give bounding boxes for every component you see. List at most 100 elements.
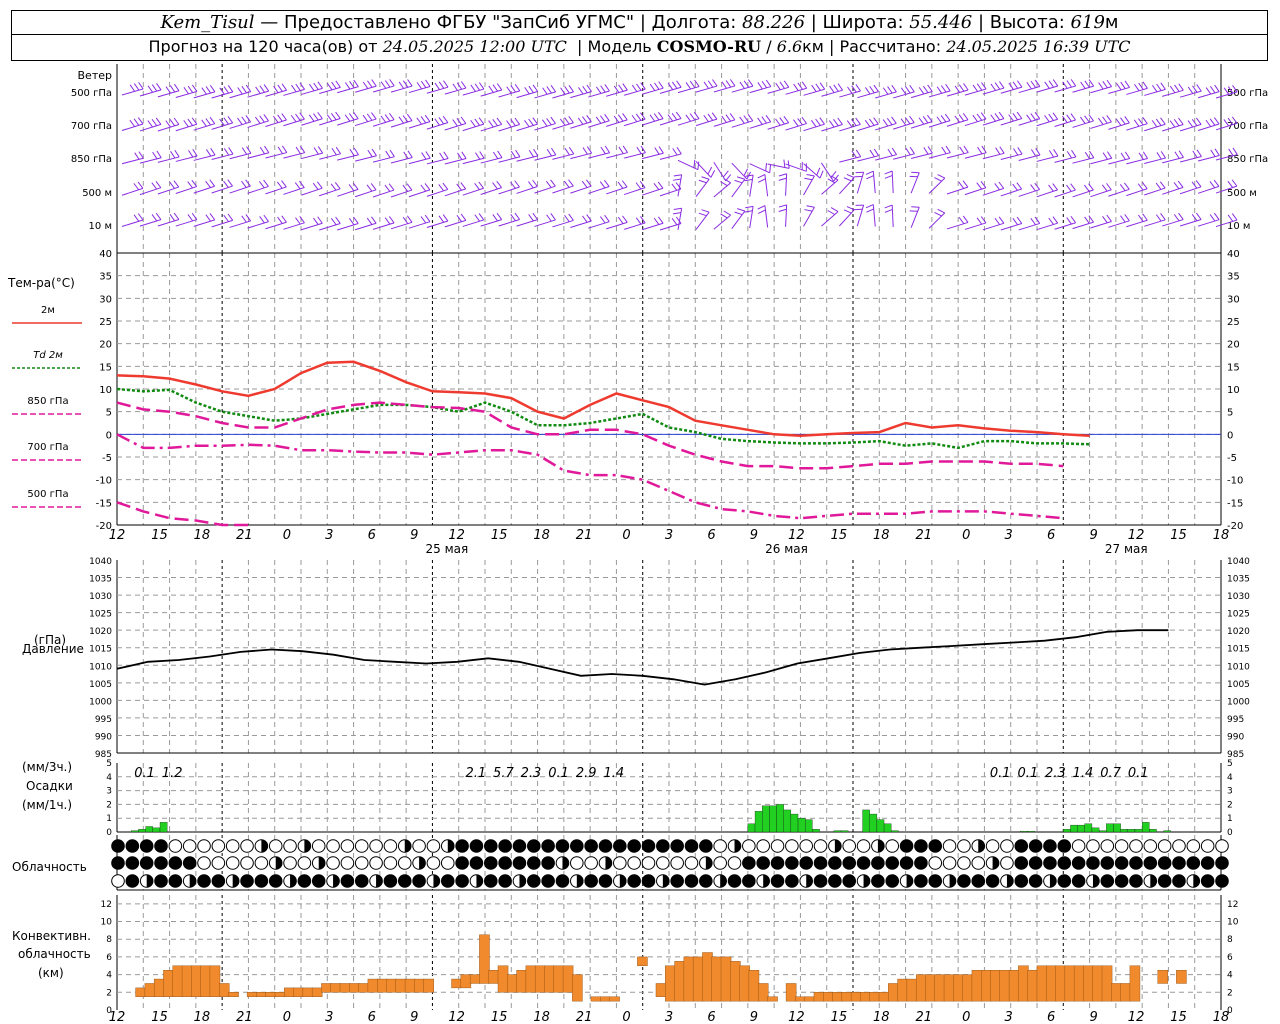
wind-barb-feather (745, 174, 754, 177)
wind-barb-feather (380, 81, 387, 89)
cloud-symbol-half (376, 874, 383, 888)
wind-barb-feather (1017, 147, 1023, 155)
wind-barb-feather (830, 207, 839, 213)
wind-barb-feather (1115, 118, 1122, 126)
wind-barb (1036, 118, 1058, 127)
cloud-symbol-half (261, 839, 268, 853)
conv-bar (600, 996, 611, 1002)
wind-barb (552, 122, 574, 130)
wind-barb-feather (994, 183, 1000, 191)
conv-bar (841, 992, 853, 1002)
wind-barb (695, 178, 710, 198)
wind-barb (872, 171, 876, 194)
wind-barb-feather (205, 149, 212, 157)
cloud-symbol-half (304, 839, 311, 853)
wind-barb-feather (1052, 183, 1058, 191)
wind-barb-feather (990, 83, 996, 91)
wind-barb-feather (402, 216, 409, 224)
cloud-symbol (369, 856, 383, 870)
cloud-symbol (742, 839, 756, 853)
wind-barb-feather (1052, 216, 1059, 224)
wind-barb-feather (223, 117, 229, 125)
wind-barb-feather (335, 80, 341, 88)
hour-tick-top: 21 (576, 528, 593, 543)
wind-barb-feather (658, 216, 664, 224)
wind-barb-feather (604, 114, 610, 122)
cloud-symbol (828, 856, 842, 870)
wind-barb (803, 207, 815, 227)
conv-bar (386, 978, 397, 993)
wind-barb-feather (308, 114, 315, 122)
wind-barb-feather (210, 148, 216, 156)
wind-barb-feather (882, 87, 889, 95)
wind-barb-feather (326, 114, 333, 122)
cloud-symbol-half (734, 839, 741, 853)
cloud-symbol (584, 856, 598, 870)
cloud-symbol (197, 874, 211, 888)
wind-barb (247, 152, 269, 159)
wind-barb-feather (277, 216, 283, 224)
cloud-symbol (885, 856, 900, 870)
temp-tick-right: 40 (1227, 249, 1240, 260)
cloud-symbol (1200, 874, 1215, 888)
hour-tick-top: 12 (448, 528, 465, 543)
wind-barb-feather (1048, 184, 1054, 192)
wind-barb (821, 179, 839, 195)
wind-barb-feather (586, 179, 592, 187)
wind-barb (408, 189, 430, 198)
hour-tick-top: 6 (707, 528, 715, 543)
cloud-symbol (498, 874, 512, 888)
wind-barb (964, 152, 987, 159)
hour-tick-top: 0 (962, 528, 970, 543)
wind-barb-feather (1214, 84, 1220, 92)
wind-barb-feather (1012, 113, 1019, 121)
wind-barb-feather (151, 182, 158, 190)
wind-barb-feather (775, 118, 781, 126)
hour-tick-top: 12 (788, 528, 805, 543)
wind-barb (946, 152, 969, 159)
wind-barb (390, 85, 413, 93)
wind-barb (1197, 155, 1220, 162)
wind-barb (749, 86, 771, 94)
wind-barb-feather (694, 79, 700, 87)
wind-barb-feather (783, 159, 786, 168)
wind-barb (570, 220, 592, 229)
wind-barb-feather (1034, 79, 1041, 87)
wind-barb-feather (528, 181, 534, 189)
wind-barb (247, 120, 269, 128)
wind-barb-feather (869, 118, 875, 126)
wind-barb-feather (187, 181, 193, 189)
wind-barb-feather (729, 113, 736, 121)
conv-bar (1055, 965, 1066, 1002)
wind-barb (408, 85, 431, 94)
wind-barb-feather (1173, 119, 1180, 127)
wind-barb (1018, 222, 1040, 231)
wind-barb-feather (384, 184, 391, 192)
cloud-symbol (168, 839, 183, 853)
precip-bar (776, 804, 784, 833)
wind-barb-feather (299, 82, 305, 90)
wind-barb-feather (331, 147, 337, 156)
alt-label: Высота: (989, 12, 1065, 33)
wind-barb (606, 89, 628, 97)
pressure-label: Давление (22, 642, 84, 656)
wind-barb-feather (1106, 183, 1112, 191)
precip-bar (145, 826, 153, 833)
wind-barb-feather (564, 148, 570, 156)
wind-barb (229, 152, 252, 160)
wind-barb (946, 119, 969, 127)
wind-barb-feather (998, 181, 1005, 189)
wind-barb-feather (873, 148, 880, 156)
wind-barb-feather (819, 117, 825, 125)
wind-barb-feather (1013, 148, 1019, 156)
wind-barb-feather (1213, 117, 1220, 125)
wind-barb-feather (693, 111, 700, 119)
wind-barb-feather (281, 215, 287, 223)
hour-tick-bottom: 21 (576, 1010, 593, 1024)
conv-tick-left: 10 (101, 918, 113, 928)
temp-tick-left: -15 (96, 498, 112, 509)
pressure-tick-left: 990 (95, 732, 112, 742)
precip-unit-3h: (мм/3ч.) (22, 760, 72, 774)
cloud-symbol (799, 856, 814, 870)
wind-barb-feather (855, 84, 861, 92)
